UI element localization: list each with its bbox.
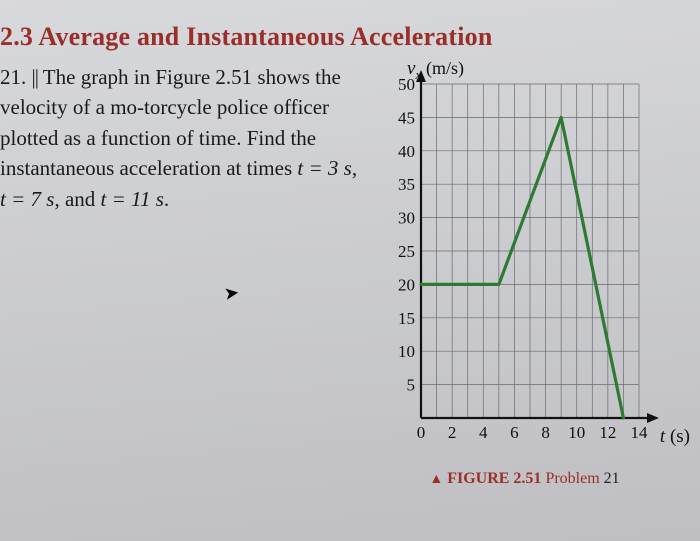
difficulty-bars: || xyxy=(32,65,38,89)
svg-text:45: 45 xyxy=(398,108,415,127)
section-title-text: Average and Instantaneous Acceleration xyxy=(38,22,492,51)
x-var: t xyxy=(660,426,665,447)
caption-label: Problem xyxy=(545,470,599,487)
caption-fig: FIGURE 2.51 xyxy=(447,470,541,487)
svg-text:35: 35 xyxy=(398,175,415,194)
problem-body: The graph in Figure 2.51 shows the veloc… xyxy=(0,65,341,180)
y-unit: (m/s) xyxy=(426,58,464,78)
t1: t = 3 s xyxy=(297,156,351,180)
svg-text:10: 10 xyxy=(398,342,415,361)
period: . xyxy=(164,187,169,211)
page: 2.3 Average and Instantaneous Accelerati… xyxy=(0,0,700,541)
t3: t = 11 s xyxy=(101,187,164,211)
cursor-icon: ➤ xyxy=(223,282,241,305)
caption-num: 21 xyxy=(604,470,620,487)
sep1: , xyxy=(352,156,357,180)
svg-text:0: 0 xyxy=(417,423,426,442)
svg-text:5: 5 xyxy=(407,376,416,395)
svg-text:30: 30 xyxy=(398,209,415,228)
svg-text:2: 2 xyxy=(448,423,457,442)
svg-text:25: 25 xyxy=(398,242,415,261)
svg-text:20: 20 xyxy=(398,275,415,294)
problem-number: 21. xyxy=(0,65,26,89)
y-sub: x xyxy=(415,67,421,82)
content-row: 21. || The graph in Figure 2.51 shows th… xyxy=(0,62,672,488)
svg-text:12: 12 xyxy=(599,423,616,442)
x-unit: (s) xyxy=(670,426,690,447)
t2: t = 7 s xyxy=(0,187,54,211)
section-number: 2.3 xyxy=(0,22,33,51)
svg-text:10: 10 xyxy=(568,423,585,442)
svg-text:6: 6 xyxy=(510,423,519,442)
svg-text:8: 8 xyxy=(541,423,550,442)
figure-caption: ▲ FIGURE 2.51 Problem 21 xyxy=(377,470,672,488)
problem-text: 21. || The graph in Figure 2.51 shows th… xyxy=(0,62,359,214)
y-axis-label: vx (m/s) xyxy=(407,58,464,83)
section-heading: 2.3 Average and Instantaneous Accelerati… xyxy=(0,22,672,52)
svg-text:4: 4 xyxy=(479,423,488,442)
velocity-chart: 504540353025201510502468101214 xyxy=(377,62,672,466)
chart-container: vx (m/s) 504540353025201510502468101214 … xyxy=(377,62,672,488)
sep2: , and xyxy=(54,187,100,211)
svg-text:40: 40 xyxy=(398,142,415,161)
caption-triangle-icon: ▲ xyxy=(429,472,443,487)
x-axis-label: t (s) xyxy=(660,426,690,448)
svg-text:15: 15 xyxy=(398,309,415,328)
svg-text:14: 14 xyxy=(631,423,649,442)
